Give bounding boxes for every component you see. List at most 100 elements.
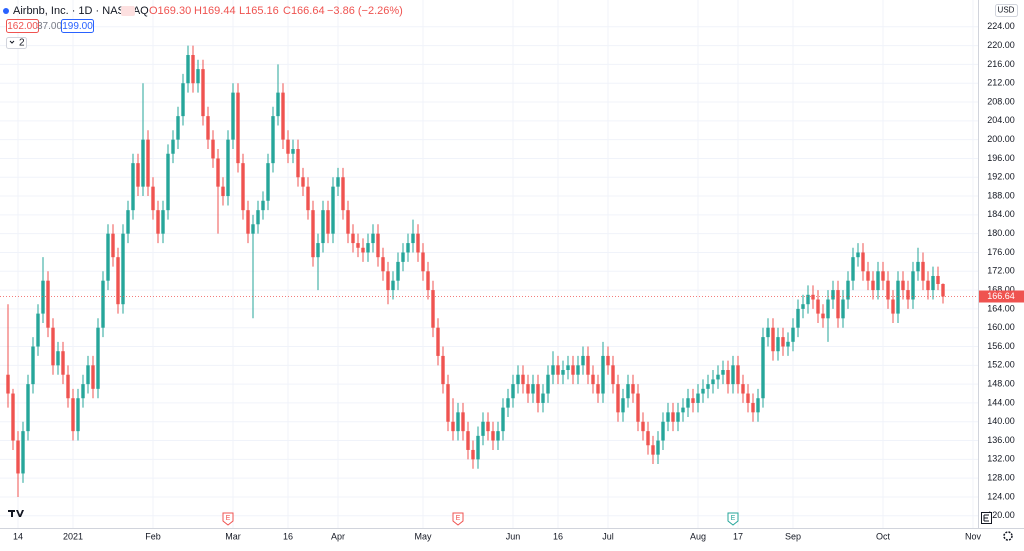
candle-body: [291, 149, 295, 154]
y-tick-label: 124.00: [987, 491, 1015, 501]
candle-body: [846, 280, 850, 300]
candle-body: [726, 370, 730, 385]
candle-body: [131, 163, 135, 211]
y-tick-label: 220.00: [987, 40, 1015, 50]
candle-body: [241, 163, 245, 211]
last-price-badge: [979, 290, 1024, 303]
candle-body: [646, 431, 650, 446]
currency-button[interactable]: [995, 4, 1018, 17]
candle-body: [376, 233, 380, 258]
candle-body: [46, 280, 50, 328]
candle-body: [171, 139, 175, 154]
candle-body: [266, 163, 270, 201]
candle-body: [366, 243, 370, 253]
candle-body: [861, 252, 865, 272]
y-tick-label: 204.00: [987, 115, 1015, 125]
y-tick-label: 224.00: [987, 21, 1015, 31]
x-tick-label: Apr: [331, 531, 345, 541]
candle-body: [381, 257, 385, 272]
candle-body: [631, 384, 635, 394]
x-tick-label: Oct: [876, 531, 891, 541]
candle-body: [556, 365, 560, 375]
candle-body: [886, 280, 890, 300]
x-tick-label: Jul: [602, 531, 614, 541]
candle-body: [176, 116, 180, 140]
candle-body: [31, 346, 35, 385]
indicators-toggle[interactable]: [6, 37, 27, 49]
buy-price: 199.00: [62, 21, 93, 32]
candle-body: [126, 210, 130, 234]
chevron: [9, 40, 15, 44]
candle-body: [436, 327, 440, 356]
candle-body: [811, 294, 815, 300]
legend-close: C166.64: [283, 5, 325, 17]
candle-body: [401, 252, 405, 262]
x-tick-label: Mar: [225, 531, 241, 541]
candle-body: [326, 210, 330, 234]
candle-body: [616, 384, 620, 413]
candle-body: [901, 280, 905, 291]
candle-body: [66, 374, 70, 399]
candle-body: [226, 139, 230, 197]
candle-body: [16, 440, 20, 474]
candle-body: [221, 186, 225, 197]
candle-body: [456, 412, 460, 432]
candle-body: [571, 365, 575, 375]
legend-low: L165.16: [239, 5, 279, 17]
candle-body: [911, 271, 915, 300]
candle-body: [361, 247, 365, 253]
y-tick-label: 192.00: [987, 172, 1015, 182]
candle-body: [336, 177, 340, 187]
candle-body: [256, 210, 260, 225]
candle-body: [486, 421, 490, 432]
candle-body: [876, 271, 880, 291]
candle-body: [81, 384, 85, 399]
y-tick-label: 172.00: [987, 266, 1015, 276]
candle-body: [261, 200, 265, 211]
candle-body: [186, 55, 190, 84]
candle-body: [711, 379, 715, 385]
y-tick-label: 184.00: [987, 209, 1015, 219]
buy-button[interactable]: [61, 19, 94, 33]
y-tick-label: 160.00: [987, 322, 1015, 332]
candle-body: [866, 271, 870, 281]
candle-body: [926, 280, 930, 291]
settings-button[interactable]: [1003, 531, 1013, 541]
candle-body: [206, 116, 210, 140]
candle-body: [311, 210, 315, 258]
candle-body: [506, 398, 510, 408]
candle-body: [756, 398, 760, 413]
candle-body: [331, 186, 335, 234]
candle-body: [216, 158, 220, 187]
candle-body: [481, 421, 485, 436]
x-tick-label: May: [414, 531, 432, 541]
symbol-title[interactable]: Airbnb, Inc. · 1D · NASDAQ: [13, 5, 149, 17]
y-tick-label: 176.00: [987, 247, 1015, 257]
y-tick-label: 216.00: [987, 59, 1015, 69]
candle-body: [441, 355, 445, 385]
candle-body: [581, 355, 585, 366]
candle-body: [891, 299, 895, 314]
sell-button[interactable]: [6, 19, 39, 33]
candle-body: [251, 224, 255, 234]
candle-body: [271, 116, 275, 164]
candle-body: [51, 327, 55, 366]
candle-body: [896, 280, 900, 314]
legend-change: −3.86 (−2.26%): [327, 5, 403, 17]
candle-body: [766, 327, 770, 338]
events-icon: [983, 514, 989, 522]
candle-body: [786, 341, 790, 347]
candle-body: [121, 233, 125, 305]
candle-body: [796, 308, 800, 328]
candle-body: [671, 412, 675, 422]
candle-body: [841, 299, 845, 319]
candle-body: [771, 327, 775, 352]
y-tick-label: 188.00: [987, 190, 1015, 200]
y-tick-label: 208.00: [987, 96, 1015, 106]
candle-body: [706, 384, 710, 389]
candle-body: [56, 351, 60, 366]
candle-body: [416, 233, 420, 253]
candle-body: [411, 233, 415, 244]
y-tick-label: 180.00: [987, 228, 1015, 238]
